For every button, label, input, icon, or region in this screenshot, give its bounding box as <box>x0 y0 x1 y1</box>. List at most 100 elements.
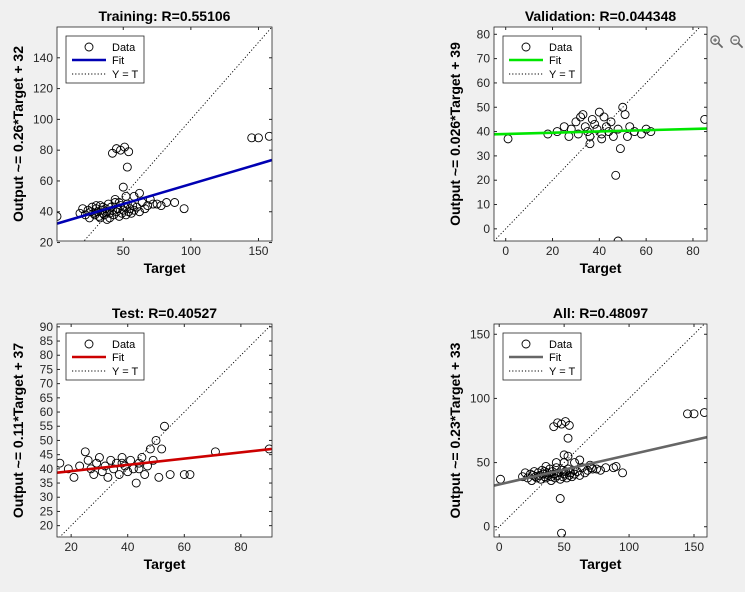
legend-label: Data <box>549 42 573 54</box>
y-axis-label: Output ~= 0.026*Target + 39 <box>447 42 463 226</box>
x-tick-label: 40 <box>593 244 607 258</box>
x-tick-label: 40 <box>121 540 135 554</box>
data-point <box>137 453 147 462</box>
x-tick-label: 100 <box>619 540 639 554</box>
y-tick-label: 60 <box>477 76 491 90</box>
data-point <box>611 461 621 471</box>
data-point <box>151 435 161 445</box>
data-point <box>129 205 139 215</box>
x-tick-label: 100 <box>181 244 201 258</box>
chart-title: All: R=0.48097 <box>553 305 649 321</box>
y-tick-label: 0 <box>483 222 490 236</box>
data-point <box>563 451 573 461</box>
data-point <box>247 133 257 143</box>
data-point <box>594 107 604 117</box>
plot-content <box>57 324 272 537</box>
x-axis-label: Target <box>580 556 622 572</box>
data-point <box>622 131 632 141</box>
data-point <box>555 494 565 503</box>
data-point <box>580 468 590 478</box>
y-tick-label: 20 <box>477 173 491 187</box>
x-tick-label: 150 <box>684 540 704 554</box>
data-point <box>587 114 597 124</box>
data-point <box>185 470 195 479</box>
fit-line <box>57 158 272 225</box>
x-tick-label: 60 <box>178 540 192 554</box>
fit-line <box>494 127 707 136</box>
data-point <box>121 210 131 220</box>
chart-title: Validation: R=0.044348 <box>525 8 677 24</box>
legend-label: Y = T <box>112 366 138 378</box>
y-tick-label: 25 <box>40 504 54 518</box>
fit-line <box>57 447 272 474</box>
data-point <box>599 112 609 122</box>
data-point <box>613 236 623 241</box>
y-tick-label: 30 <box>40 490 54 504</box>
data-point <box>575 470 585 480</box>
x-tick-label: 0 <box>496 540 503 554</box>
data-point <box>520 468 530 478</box>
chart-title: Test: R=0.40527 <box>112 305 217 321</box>
y-tick-label: 75 <box>40 362 54 376</box>
data-point <box>140 204 150 214</box>
y-tick-label: 60 <box>40 174 54 188</box>
legend-label: Fit <box>112 352 124 364</box>
y-tick-label: 40 <box>40 205 54 219</box>
data-point <box>165 470 175 479</box>
data-point <box>123 467 133 477</box>
x-tick-label: 50 <box>117 244 131 258</box>
legend-label: Data <box>549 339 573 351</box>
data-point <box>91 201 101 211</box>
data-point <box>254 133 263 143</box>
chart-2: 0 20 40 60 80 0 10 20 30 40 50 60 70 80 Validation: R=… <box>447 8 708 276</box>
data-point <box>570 469 579 479</box>
y-tick-label: 80 <box>40 143 54 157</box>
y-tick-label: 90 <box>40 320 54 334</box>
data-point <box>78 204 88 214</box>
legend-label: Y = T <box>549 366 575 378</box>
data-point <box>125 204 135 214</box>
x-tick-label: 60 <box>639 244 653 258</box>
data-point <box>613 124 623 134</box>
data-point <box>557 528 566 537</box>
data-point <box>102 214 112 224</box>
axes-frame <box>493 323 708 538</box>
data-point <box>89 470 99 479</box>
data-point <box>145 444 155 454</box>
legend-label: Data <box>112 339 136 351</box>
data-point <box>596 465 605 475</box>
y-tick-label: 50 <box>40 433 54 447</box>
legend-label: Fit <box>112 55 124 67</box>
data-point <box>264 131 272 141</box>
y-tick-label: 20 <box>40 519 54 533</box>
legend-label: Fit <box>549 352 561 364</box>
data-point <box>573 129 583 139</box>
data-point <box>179 204 189 214</box>
data-point <box>83 455 93 465</box>
data-point <box>575 455 585 465</box>
plot-content <box>57 27 272 241</box>
plot-content <box>494 324 707 537</box>
data-point <box>114 470 124 479</box>
legend-marker-data <box>521 42 531 52</box>
y-tick-label: 70 <box>477 52 491 66</box>
data-point <box>571 117 581 127</box>
legend-label: Data <box>112 42 136 54</box>
y-tick-label: 35 <box>40 476 54 490</box>
zoom-in-icon[interactable] <box>707 31 726 51</box>
y-tick-label: 80 <box>477 27 491 41</box>
data-point <box>160 421 169 431</box>
y-tick-label: 120 <box>33 82 53 96</box>
data-point <box>103 472 113 482</box>
y-axis-label: Output ~= 0.11*Target + 37 <box>10 343 26 518</box>
y-tick-label: 0 <box>483 520 490 534</box>
data-point <box>124 147 134 157</box>
zoom-out-icon[interactable] <box>727 31 745 51</box>
fit-line <box>494 435 707 487</box>
y-tick-label: 65 <box>40 391 54 405</box>
y-tick-label: 20 <box>40 236 54 250</box>
x-tick-label: 80 <box>686 244 700 258</box>
data-point <box>541 461 551 471</box>
data-point <box>689 409 699 419</box>
